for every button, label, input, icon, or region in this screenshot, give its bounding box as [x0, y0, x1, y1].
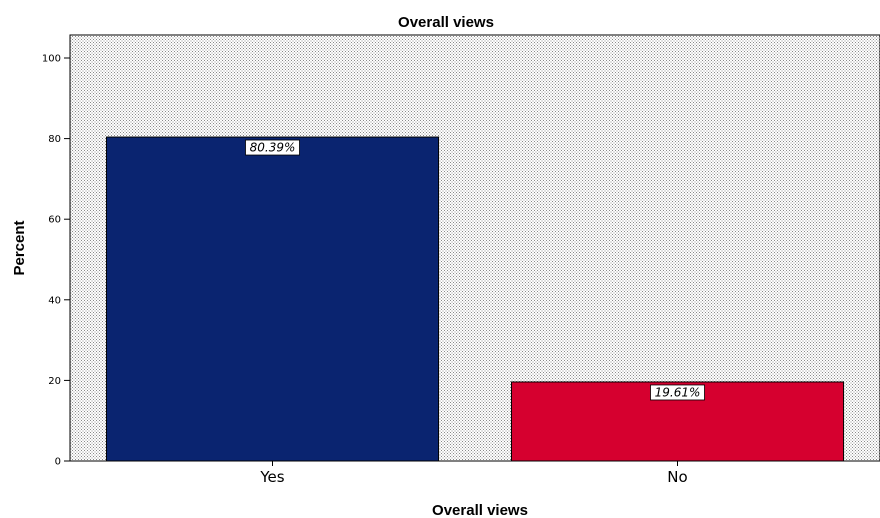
y-tick-label: 60: [48, 215, 61, 226]
bar-yes: [105, 136, 440, 462]
y-axis: 0 20 40 60 80 100: [42, 54, 70, 468]
y-tick-label: 100: [42, 54, 61, 65]
chart-title: Overall views: [398, 14, 494, 31]
x-axis-title: Overall views: [432, 502, 528, 518]
y-tick-label: 40: [48, 295, 61, 306]
x-axis: Yes No: [259, 461, 688, 486]
data-labels-group: 80.39% 19.61%: [245, 139, 705, 401]
y-axis-title: Percent: [11, 220, 28, 275]
data-label: 19.61%: [655, 385, 701, 399]
y-tick-label: 20: [48, 376, 61, 387]
y-tick-label: 0: [55, 457, 61, 468]
x-category-label: No: [667, 468, 687, 486]
data-label: 80.39%: [250, 141, 296, 155]
y-tick-label: 80: [48, 134, 61, 145]
data-label-box: [650, 384, 705, 401]
data-label-box: [245, 139, 300, 156]
x-category-label: Yes: [259, 468, 284, 486]
bars-group: [105, 136, 845, 462]
